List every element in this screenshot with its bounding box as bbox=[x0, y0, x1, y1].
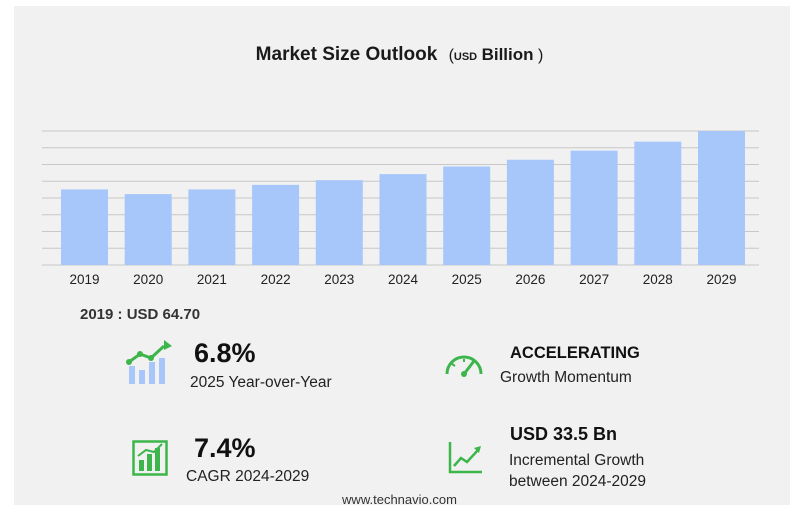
bar-2027 bbox=[570, 150, 618, 265]
bar-2028 bbox=[634, 141, 682, 265]
trend-line-icon bbox=[448, 442, 482, 474]
x-tick-label-2029: 2029 bbox=[706, 272, 736, 287]
title-close-paren: ) bbox=[537, 47, 544, 64]
growth-bars-icon bbox=[126, 340, 172, 384]
cagr-label: CAGR 2024-2029 bbox=[186, 468, 310, 485]
bar-2026 bbox=[506, 159, 554, 265]
momentum-value: ACCELERATING bbox=[510, 344, 640, 362]
title-open-paren: ( bbox=[448, 47, 454, 64]
chart-title-unit: (USD Billion ) bbox=[448, 45, 544, 64]
title-unit-usd: USD bbox=[453, 51, 478, 63]
bar-2021 bbox=[188, 189, 236, 265]
yoy-label: 2025 Year-over-Year bbox=[190, 374, 332, 391]
bar-chart: 2019 2020 2021 2022 2023 2024 2025 2026 2027 2028… bbox=[42, 130, 759, 287]
bar-2019 bbox=[61, 189, 108, 265]
x-tick-label-2019: 2019 bbox=[69, 272, 99, 287]
bar-2024 bbox=[379, 174, 427, 265]
base-year-value: 2019 : USD 64.70 bbox=[80, 306, 201, 323]
x-tick-label-2024: 2024 bbox=[388, 272, 419, 287]
title-unit-scale: Billion bbox=[481, 45, 534, 64]
chart-title: Market Size Outlook (USD Billion ) bbox=[0, 44, 799, 66]
x-tick-label-2026: 2026 bbox=[515, 272, 545, 287]
x-tick-label-2027: 2027 bbox=[579, 272, 609, 287]
bar-2023 bbox=[315, 180, 363, 265]
incremental-value: USD 33.5 Bn bbox=[510, 424, 618, 444]
source-footer: www.technavio.com bbox=[342, 492, 457, 507]
bar-2025 bbox=[443, 166, 491, 265]
bar-2029 bbox=[698, 131, 745, 265]
incremental-label-line2: between 2024-2029 bbox=[509, 473, 647, 490]
x-tick-label-2028: 2028 bbox=[643, 272, 673, 287]
x-tick-label-2022: 2022 bbox=[261, 272, 291, 287]
x-tick-label-2020: 2020 bbox=[133, 272, 163, 287]
chart-title-main: Market Size Outlook bbox=[255, 44, 438, 65]
bar-2020 bbox=[124, 194, 172, 265]
momentum-label: Growth Momentum bbox=[500, 369, 632, 386]
bar-chart-icon bbox=[132, 440, 168, 476]
incremental-label-line1: Incremental Growth bbox=[509, 452, 645, 469]
yoy-value: 6.8% bbox=[194, 338, 256, 368]
speedometer-icon bbox=[445, 355, 483, 377]
x-tick-label-2025: 2025 bbox=[452, 272, 482, 287]
cagr-value: 7.4% bbox=[194, 433, 256, 463]
bar-2022 bbox=[252, 184, 300, 265]
x-tick-label-2021: 2021 bbox=[197, 272, 227, 287]
x-tick-label-2023: 2023 bbox=[324, 272, 354, 287]
